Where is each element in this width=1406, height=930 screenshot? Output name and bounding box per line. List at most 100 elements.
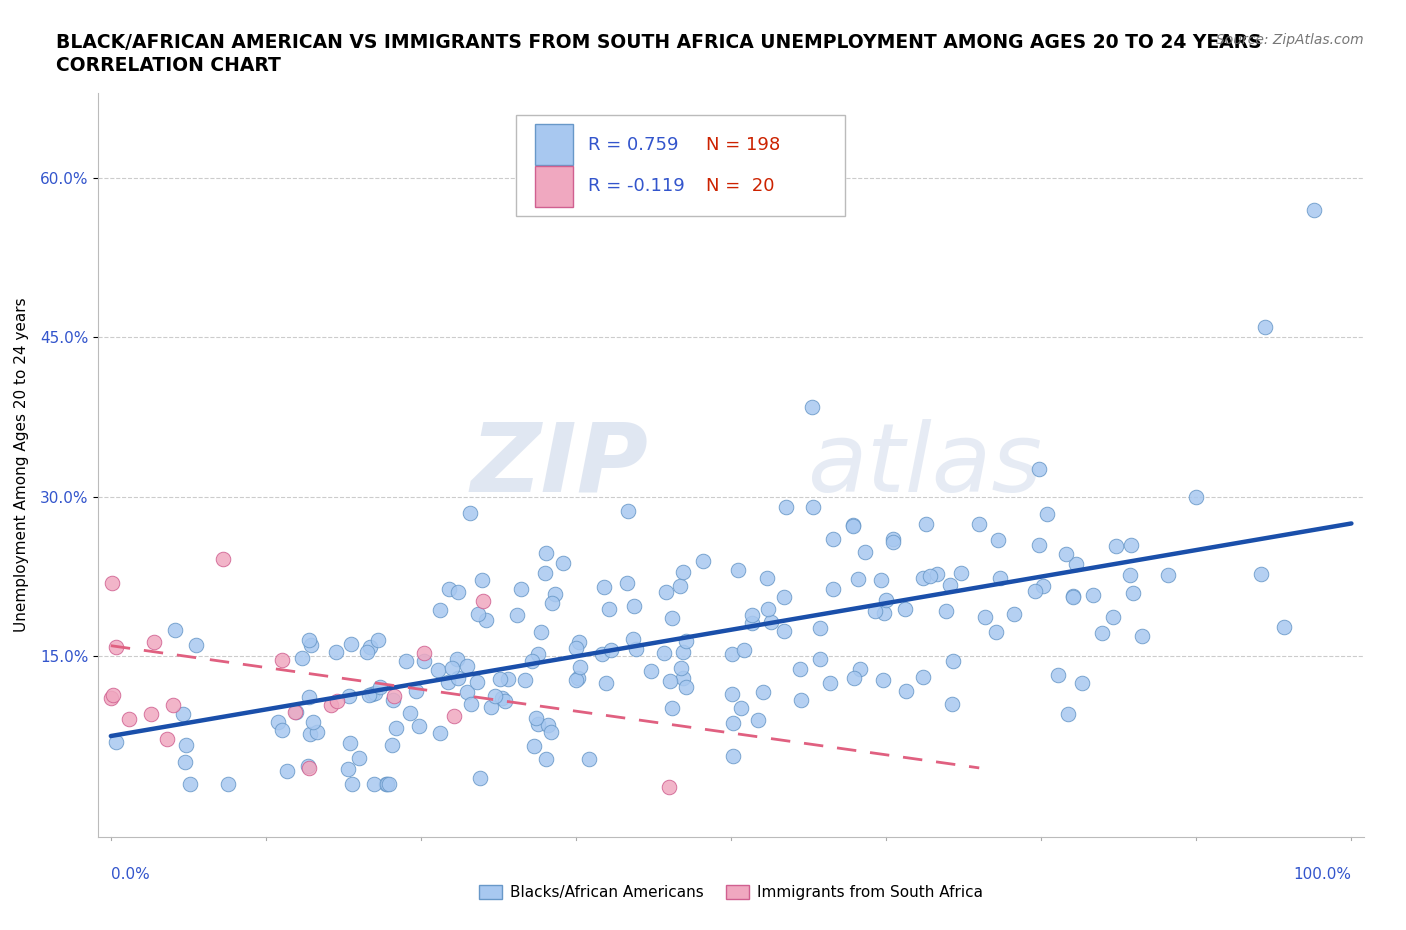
Point <box>988 570 1011 585</box>
Point <box>302 714 325 729</box>
Point <box>721 749 744 764</box>
Point <box>669 578 692 593</box>
Point <box>446 671 468 685</box>
Point <box>592 579 614 594</box>
Bar <box>534 166 574 206</box>
Point <box>1119 567 1142 582</box>
Point <box>752 684 775 699</box>
Point <box>498 671 520 686</box>
Point <box>1272 619 1295 634</box>
Point <box>875 592 897 607</box>
Point <box>100 576 122 591</box>
Point <box>1091 626 1114 641</box>
Point <box>347 751 370 765</box>
Point <box>941 654 963 669</box>
Point <box>598 602 620 617</box>
Point <box>537 718 560 733</box>
Point <box>1064 557 1087 572</box>
Point <box>305 725 328 740</box>
Point <box>271 723 294 737</box>
Point <box>616 576 638 591</box>
Point <box>382 693 405 708</box>
Point <box>1130 629 1153 644</box>
Point <box>564 672 586 687</box>
Point <box>842 671 865 685</box>
Point <box>623 599 645 614</box>
Point <box>367 632 389 647</box>
Point <box>1105 538 1128 553</box>
Point <box>894 684 917 698</box>
FancyBboxPatch shape <box>516 115 845 216</box>
Point <box>523 738 546 753</box>
Point <box>669 660 692 675</box>
Bar <box>534 125 574 166</box>
Point <box>474 613 496 628</box>
Text: R = 0.759: R = 0.759 <box>588 136 679 153</box>
Point <box>741 607 763 622</box>
Point <box>299 637 322 652</box>
Point <box>395 653 418 668</box>
Point <box>515 673 537 688</box>
Point <box>426 663 449 678</box>
Point <box>105 735 128 750</box>
Point <box>446 652 468 667</box>
Point <box>661 700 683 715</box>
Point <box>808 651 831 666</box>
Point <box>541 596 564 611</box>
Point <box>363 777 385 791</box>
Point <box>1032 578 1054 593</box>
Point <box>617 504 640 519</box>
Point <box>551 556 574 571</box>
Text: Source: ZipAtlas.com: Source: ZipAtlas.com <box>1216 33 1364 46</box>
Point <box>1101 609 1123 624</box>
Point <box>808 620 831 635</box>
Point <box>384 720 406 735</box>
Point <box>775 499 797 514</box>
Point <box>291 651 314 666</box>
Point <box>368 679 391 694</box>
Point <box>658 779 681 794</box>
Point <box>624 642 647 657</box>
Point <box>267 714 290 729</box>
Point <box>321 698 343 712</box>
Point <box>298 689 321 704</box>
Point <box>773 624 796 639</box>
Point <box>217 777 239 791</box>
Point <box>534 751 557 766</box>
Point <box>821 531 844 546</box>
Point <box>470 771 492 786</box>
Point <box>1250 566 1272 581</box>
Point <box>100 690 122 705</box>
Point <box>661 610 683 625</box>
Point <box>672 565 695 579</box>
Point <box>882 531 904 546</box>
Point <box>756 571 779 586</box>
Point <box>325 644 347 659</box>
Point <box>364 685 387 700</box>
Point <box>772 590 794 604</box>
Point <box>447 584 470 599</box>
Point <box>356 644 378 659</box>
Point <box>479 700 502 715</box>
Point <box>621 631 644 646</box>
Text: 0.0%: 0.0% <box>111 867 149 882</box>
Point <box>1303 203 1326 218</box>
Point <box>1028 538 1050 552</box>
Text: ZIP: ZIP <box>471 418 648 512</box>
Point <box>540 724 562 739</box>
Point <box>675 680 697 695</box>
Point <box>163 623 186 638</box>
Point <box>405 684 427 698</box>
Point <box>337 762 360 777</box>
Point <box>139 706 162 721</box>
Point <box>671 645 693 660</box>
Point <box>104 639 127 654</box>
Text: 100.0%: 100.0% <box>1294 867 1351 882</box>
Point <box>842 519 865 534</box>
Point <box>467 674 489 689</box>
Point <box>359 687 381 702</box>
Point <box>443 709 465 724</box>
Point <box>789 662 811 677</box>
Point <box>569 659 592 674</box>
Point <box>276 764 298 778</box>
